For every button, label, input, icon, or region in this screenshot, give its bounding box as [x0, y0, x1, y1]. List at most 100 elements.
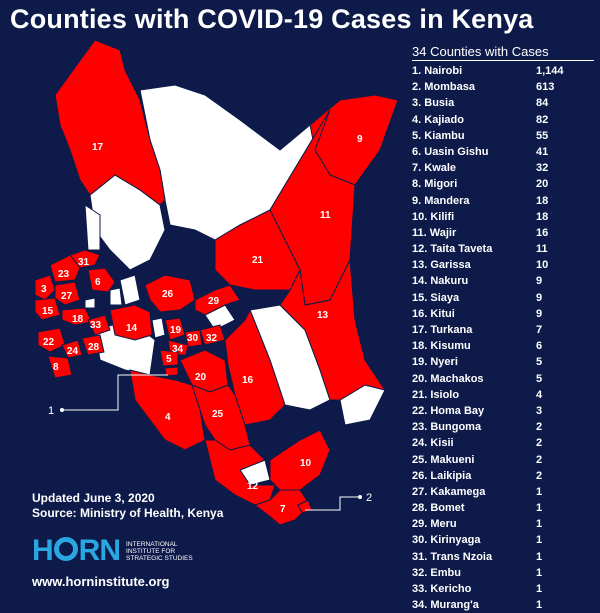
- elgeyo-region: [119, 274, 141, 306]
- county-name: Bungoma: [430, 421, 482, 434]
- affected-regions: [34, 39, 399, 526]
- county-rank: 18.: [412, 340, 428, 353]
- county-28-bomet: [81, 334, 105, 356]
- county-rank: 7.: [412, 162, 422, 175]
- callouts: [62, 374, 360, 511]
- county-label: 19. Nyeri: [412, 354, 458, 370]
- case-count: 84: [536, 97, 549, 110]
- county-name: Nyeri: [430, 356, 458, 369]
- county-name: Embu: [430, 566, 461, 579]
- label-22: 22: [43, 337, 55, 348]
- county-33-kericho: [87, 314, 111, 336]
- label-32: 32: [206, 333, 218, 344]
- legend: 34 Counties with Cases 1. Nairobi 1,144 2.…: [412, 44, 594, 613]
- county-name: Nairobi: [424, 65, 463, 77]
- case-count: 18: [536, 194, 549, 207]
- label-34: 34: [172, 344, 184, 355]
- vihiga-region: [84, 297, 96, 309]
- legend-row: 26. Laikipia 2: [412, 468, 594, 484]
- county-label: 20. Machakos: [412, 371, 484, 387]
- horn-logo: H RN INTERNATIONAL INSTITUTE FOR STRATEGI…: [32, 534, 206, 568]
- county-name: Kisii: [430, 437, 454, 450]
- county-label: 16. Kitui: [412, 306, 455, 322]
- county-label: 26. Laikipia: [412, 468, 471, 484]
- label-11: 11: [320, 210, 331, 221]
- county-name: Kitui: [430, 307, 455, 320]
- county-rank: 21.: [412, 388, 428, 401]
- county-label: 2. Mombasa: [412, 79, 475, 95]
- label-20: 20: [195, 372, 207, 383]
- legend-row: 25. Makueni 2: [412, 452, 594, 468]
- county-label: 31. Trans Nzoia: [412, 549, 492, 565]
- label-27: 27: [61, 291, 73, 302]
- county-name: Mandera: [424, 194, 470, 207]
- legend-row: 29. Meru 1: [412, 516, 594, 532]
- county-rank: 31.: [412, 550, 428, 563]
- county-rank: 26.: [412, 469, 428, 482]
- county-label: 15. Siaya: [412, 290, 459, 306]
- case-count: 1: [536, 485, 543, 498]
- county-3-busia: [34, 274, 56, 301]
- county-name: Makueni: [430, 453, 475, 466]
- legend-row: 12. Taita Taveta 11: [412, 241, 594, 257]
- case-count: 18: [536, 210, 549, 223]
- county-label: 29. Meru: [412, 516, 457, 532]
- county-label: 22. Homa Bay: [412, 403, 484, 419]
- legend-row: 23. Bungoma 2: [412, 419, 594, 435]
- county-18-kisumu: [61, 307, 93, 326]
- callout-line-1: [62, 374, 168, 411]
- callout-dot-1: [60, 408, 64, 412]
- county-name: Taita Taveta: [430, 243, 493, 256]
- county-label: 12. Taita Taveta: [412, 241, 492, 257]
- county-rank: 13.: [412, 259, 428, 272]
- county-14-nakuru: [109, 304, 153, 341]
- county-label: 21. Isiolo: [412, 387, 459, 403]
- source-text: Source: Ministry of Health, Kenya: [32, 506, 224, 520]
- county-10-kilifi: [269, 429, 331, 491]
- county-8-migori: [47, 355, 73, 379]
- case-count: 6: [536, 340, 543, 353]
- label-29: 29: [208, 296, 220, 307]
- logo-letters-rn: RN: [78, 534, 121, 567]
- label-16: 16: [242, 375, 254, 386]
- county-name: Wajir: [429, 226, 457, 239]
- website-link[interactable]: www.horninstitute.org: [32, 574, 170, 589]
- label-19: 19: [170, 325, 182, 336]
- legend-title: 34 Counties with Cases: [412, 44, 594, 61]
- label-25: 25: [212, 409, 224, 420]
- legend-row: 30. Kirinyaga 1: [412, 532, 594, 548]
- legend-row: 1. Nairobi 1,144: [412, 63, 594, 79]
- label-28: 28: [88, 342, 100, 353]
- callout-label-2: 2: [366, 492, 372, 504]
- legend-row: 18. Kisumu 6: [412, 338, 594, 354]
- county-rank: 9.: [412, 194, 422, 207]
- county-rank: 5.: [412, 129, 422, 142]
- case-count: 20: [536, 178, 549, 191]
- label-14: 14: [126, 323, 138, 334]
- label-5: 5: [166, 354, 172, 365]
- case-count: 7: [536, 324, 543, 336]
- case-count: 82: [536, 113, 549, 126]
- case-count: 1: [536, 566, 543, 579]
- county-label: 23. Bungoma: [412, 419, 481, 435]
- county-name: Kericho: [430, 583, 472, 595]
- county-name: Garissa: [430, 259, 471, 272]
- county-label: 30. Kirinyaga: [412, 532, 481, 548]
- label-4: 4: [165, 412, 171, 423]
- westpokot-region: [84, 204, 101, 251]
- legend-row: 17. Turkana 7: [412, 322, 594, 338]
- county-rank: 6.: [412, 145, 422, 158]
- county-rank: 14.: [412, 275, 428, 288]
- label-8: 8: [53, 362, 59, 373]
- case-count: 1: [536, 518, 543, 531]
- case-count: 1: [536, 583, 543, 595]
- county-27-kakamega: [54, 281, 81, 306]
- county-24-kisii: [61, 339, 83, 359]
- legend-row: 22. Homa Bay 3: [412, 403, 594, 419]
- legend-row: 27. Kakamega 1: [412, 484, 594, 500]
- county-label: 32. Embu: [412, 565, 461, 581]
- county-rank: 12.: [412, 243, 428, 256]
- logo-circle-icon: [53, 537, 78, 562]
- county-name: Homa Bay: [430, 404, 485, 417]
- label-18: 18: [72, 314, 84, 325]
